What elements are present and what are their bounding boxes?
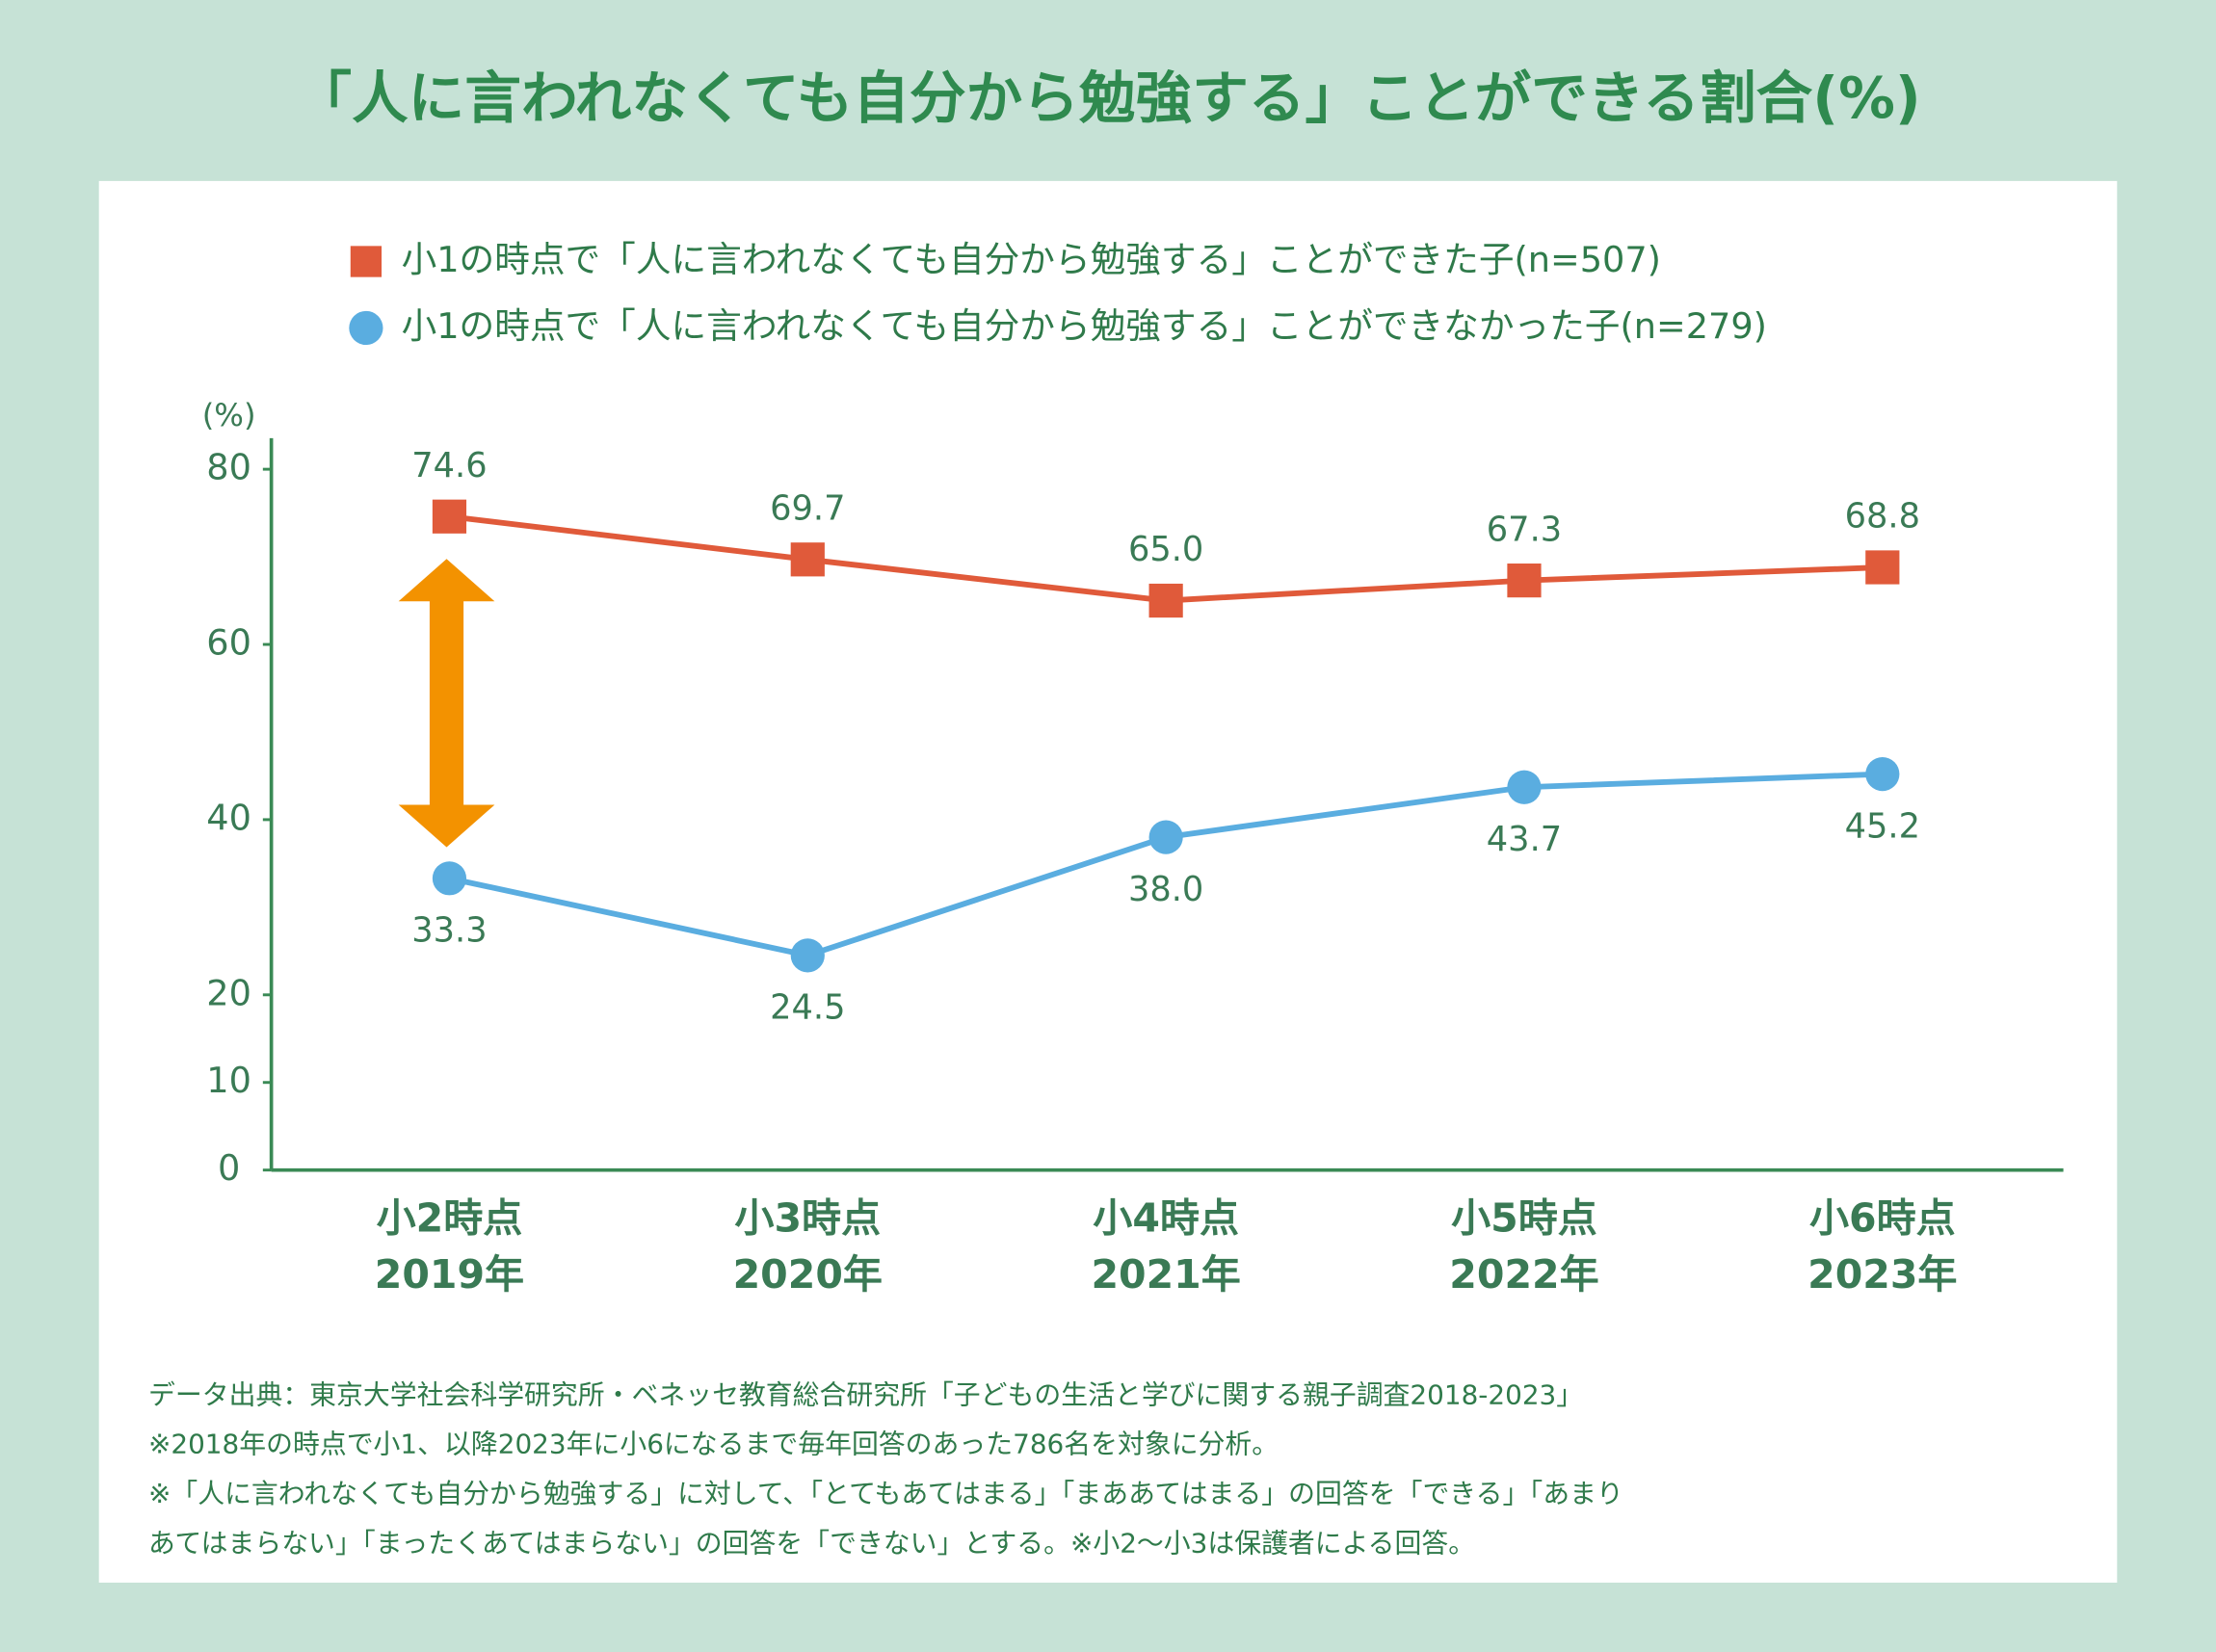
legend-label: 小1の時点で「人に言われなくても自分から勉強する」ことができた子(n=507) — [402, 239, 1661, 280]
y-tick-label: 60 — [206, 622, 251, 664]
note: ※「人に言われなくても自分から勉強する」に対して、「とてもあてはまる」「まああて… — [148, 1478, 1623, 1509]
data-label: 67.3 — [1487, 510, 1562, 549]
x-tick-label: 2022年 — [1449, 1251, 1598, 1298]
data-label: 45.2 — [1845, 806, 1920, 846]
legend-marker — [349, 310, 383, 346]
chart-title: 「人に言われなくても自分から勉強する」ことができる割合(%) — [295, 66, 1920, 131]
y-tick-label: 80 — [206, 447, 251, 488]
x-tick-label: 2019年 — [375, 1251, 524, 1298]
point — [1148, 820, 1183, 854]
point — [432, 499, 467, 534]
data-label: 24.5 — [770, 988, 845, 1028]
note: データ出典：東京大学社会科学研究所・ベネッセ教育総合研究所「子どもの生活と学びに… — [148, 1378, 1583, 1410]
y-tick-label: 20 — [206, 972, 251, 1013]
note: ※2018年の時点で小1、以降2023年に小6になるまで毎年回答のあった786名… — [148, 1429, 1279, 1460]
x-tick-label: 小2時点 — [377, 1194, 523, 1241]
point — [1507, 770, 1542, 804]
point — [1148, 583, 1183, 618]
y-tick-label: 0 — [218, 1147, 240, 1189]
y-unit: (%) — [202, 397, 256, 433]
data-label: 74.6 — [411, 446, 487, 485]
x-tick-label: 小5時点 — [1451, 1194, 1597, 1241]
data-label: 43.7 — [1487, 820, 1562, 859]
panel — [98, 180, 2118, 1583]
legend-label: 小1の時点で「人に言われなくても自分から勉強する」ことができなかった子(n=27… — [402, 305, 1767, 347]
point — [432, 861, 467, 896]
point — [790, 542, 825, 577]
data-label: 69.7 — [770, 488, 845, 528]
y-tick-label: 40 — [206, 797, 251, 838]
x-tick-label: 2023年 — [1807, 1251, 1957, 1298]
point — [1865, 550, 1900, 585]
data-label: 65.0 — [1128, 530, 1203, 569]
x-tick-label: 2020年 — [733, 1251, 883, 1298]
data-label: 68.8 — [1845, 497, 1920, 537]
gap-arrow — [398, 559, 495, 848]
y-tick-label: 10 — [206, 1060, 251, 1101]
point — [1865, 757, 1900, 792]
data-label: 38.0 — [1128, 870, 1203, 909]
x-tick-label: 小4時点 — [1093, 1194, 1239, 1241]
data-label: 33.3 — [411, 911, 487, 951]
legend-marker — [350, 246, 383, 277]
x-tick-label: 2021年 — [1091, 1251, 1240, 1298]
point — [1507, 564, 1542, 598]
x-tick-label: 小3時点 — [734, 1194, 881, 1241]
note: あてはまらない」「まったくあてはまらない」の回答を「できない」とする。※小2〜小… — [148, 1527, 1475, 1559]
point — [790, 938, 825, 973]
x-tick-label: 小6時点 — [1809, 1194, 1956, 1241]
